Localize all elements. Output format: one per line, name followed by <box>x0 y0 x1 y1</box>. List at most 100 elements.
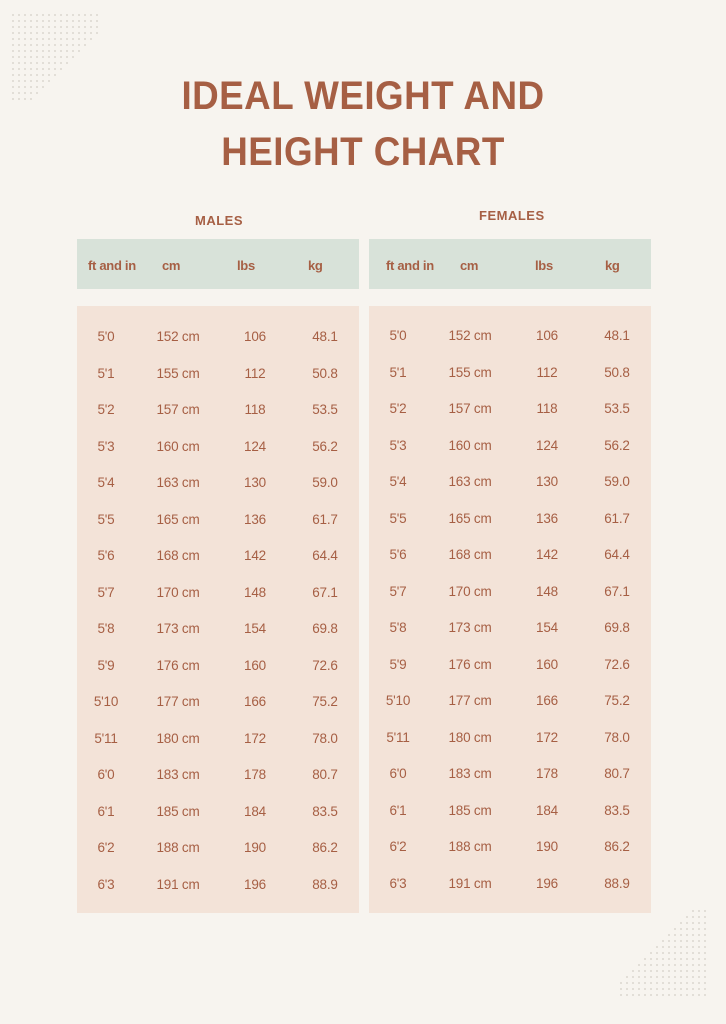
cell-cm: 191 cm <box>448 875 492 891</box>
table-row: 6'1 185 cm 184 83.5 <box>77 804 359 824</box>
cell-lbs: 142 <box>244 548 266 563</box>
cell-kg: 53.5 <box>312 402 338 417</box>
cell-lbs: 136 <box>244 511 266 527</box>
table-row: 5'5 165 cm 136 61.7 <box>77 512 359 532</box>
cell-ft-in: 5'11 <box>94 730 118 746</box>
cell-lbs: 130 <box>536 474 558 489</box>
header-ft-in: ft and in <box>88 258 136 273</box>
cell-ft-in: 5'9 <box>97 657 115 673</box>
cell-lbs: 184 <box>536 802 558 818</box>
header-lbs: lbs <box>237 258 255 273</box>
cell-cm: 168 cm <box>448 547 492 562</box>
cell-kg: 88.9 <box>312 876 338 892</box>
cell-kg: 61.7 <box>312 511 338 527</box>
table-row: 5'6 168 cm 142 64.4 <box>77 548 359 568</box>
cell-cm: 185 cm <box>156 803 200 819</box>
cell-cm: 155 cm <box>156 365 200 381</box>
cell-ft-in: 5'10 <box>385 693 411 708</box>
cell-kg: 56.2 <box>312 438 338 454</box>
cell-ft-in: 6'1 <box>389 802 407 818</box>
cell-ft-in: 5'11 <box>386 729 410 745</box>
cell-cm: 170 cm <box>448 583 492 599</box>
females-table-header: ft and in cm lbs kg <box>369 239 651 289</box>
table-row: 5'10 177 cm 166 75.2 <box>77 694 359 714</box>
table-row: 5'3 160 cm 124 56.2 <box>369 438 651 458</box>
cell-cm: 152 cm <box>156 329 200 344</box>
cell-cm: 165 cm <box>448 510 492 526</box>
cell-kg: 72.6 <box>312 657 338 673</box>
cell-kg: 83.5 <box>604 802 630 818</box>
table-row: 5'3 160 cm 124 56.2 <box>77 439 359 459</box>
cell-lbs: 178 <box>536 766 558 781</box>
cell-cm: 157 cm <box>448 401 492 416</box>
table-row: 5'8 173 cm 154 69.8 <box>77 621 359 641</box>
table-row: 5'8 173 cm 154 69.8 <box>369 620 651 640</box>
cell-cm: 188 cm <box>156 840 200 855</box>
cell-ft-in: 6'3 <box>389 875 407 891</box>
cell-cm: 168 cm <box>156 548 200 563</box>
table-row: 6'1 185 cm 184 83.5 <box>369 803 651 823</box>
females-label: FEMALES <box>479 208 545 223</box>
cell-cm: 173 cm <box>156 621 200 636</box>
table-row: 5'0 152 cm 106 48.1 <box>77 329 359 349</box>
cell-ft-in: 5'0 <box>97 329 115 344</box>
cell-ft-in: 5'7 <box>97 584 115 600</box>
cell-lbs: 118 <box>244 402 266 417</box>
cell-kg: 50.8 <box>312 365 338 381</box>
cell-kg: 56.2 <box>604 437 630 453</box>
header-kg: kg <box>605 258 620 273</box>
cell-lbs: 154 <box>244 621 266 636</box>
table-row: 6'2 188 cm 190 86.2 <box>369 839 651 859</box>
cell-lbs: 154 <box>536 620 558 635</box>
cell-lbs: 106 <box>244 329 266 344</box>
table-row: 5'7 170 cm 148 67.1 <box>369 584 651 604</box>
cell-cm: 155 cm <box>448 364 492 380</box>
cell-ft-in: 5'2 <box>389 401 407 416</box>
cell-kg: 48.1 <box>312 329 338 344</box>
title-line-2: HEIGHT CHART <box>221 130 505 174</box>
cell-cm: 183 cm <box>448 766 492 781</box>
table-row: 5'9 176 cm 160 72.6 <box>77 658 359 678</box>
table-row: 5'6 168 cm 142 64.4 <box>369 547 651 567</box>
cell-cm: 170 cm <box>156 584 200 600</box>
cell-ft-in: 5'4 <box>389 474 407 489</box>
table-row: 5'0 152 cm 106 48.1 <box>369 328 651 348</box>
dot-pattern-bottom-right <box>620 910 716 1000</box>
cell-lbs: 142 <box>536 547 558 562</box>
cell-kg: 88.9 <box>604 875 630 891</box>
table-row: 5'10 177 cm 166 75.2 <box>369 693 651 713</box>
cell-kg: 64.4 <box>312 548 338 563</box>
cell-cm: 188 cm <box>448 839 492 854</box>
header-kg: kg <box>308 258 323 273</box>
table-row: 5'9 176 cm 160 72.6 <box>369 657 651 677</box>
dot-pattern-top-left <box>12 14 104 102</box>
table-row: 5'11 180 cm 172 78.0 <box>369 730 651 750</box>
cell-kg: 53.5 <box>604 401 630 416</box>
males-table-body: 5'0 152 cm 106 48.1 5'1 155 cm 112 50.8 5'2 157 c… <box>77 306 359 913</box>
cell-ft-in: 5'9 <box>389 656 407 672</box>
cell-kg: 69.8 <box>312 621 338 636</box>
cell-lbs: 178 <box>244 767 266 782</box>
cell-lbs: 196 <box>244 876 266 892</box>
males-label: MALES <box>195 213 243 228</box>
cell-kg: 59.0 <box>312 475 338 490</box>
cell-ft-in: 6'0 <box>389 766 407 781</box>
cell-lbs: 148 <box>244 584 266 600</box>
table-row: 5'11 180 cm 172 78.0 <box>77 731 359 751</box>
cell-lbs: 106 <box>536 328 558 343</box>
cell-kg: 67.1 <box>312 584 338 600</box>
cell-kg: 69.8 <box>604 620 630 635</box>
cell-lbs: 160 <box>536 656 558 672</box>
cell-kg: 78.0 <box>604 729 630 745</box>
cell-ft-in: 6'0 <box>97 767 115 782</box>
cell-cm: 183 cm <box>156 767 200 782</box>
cell-cm: 157 cm <box>156 402 200 417</box>
header-lbs: lbs <box>535 258 553 273</box>
cell-lbs: 112 <box>244 365 266 381</box>
cell-lbs: 118 <box>536 401 558 416</box>
cell-cm: 176 cm <box>448 656 492 672</box>
cell-kg: 86.2 <box>312 840 338 855</box>
cell-kg: 72.6 <box>604 656 630 672</box>
header-cm: cm <box>460 258 479 273</box>
cell-lbs: 184 <box>244 803 266 819</box>
